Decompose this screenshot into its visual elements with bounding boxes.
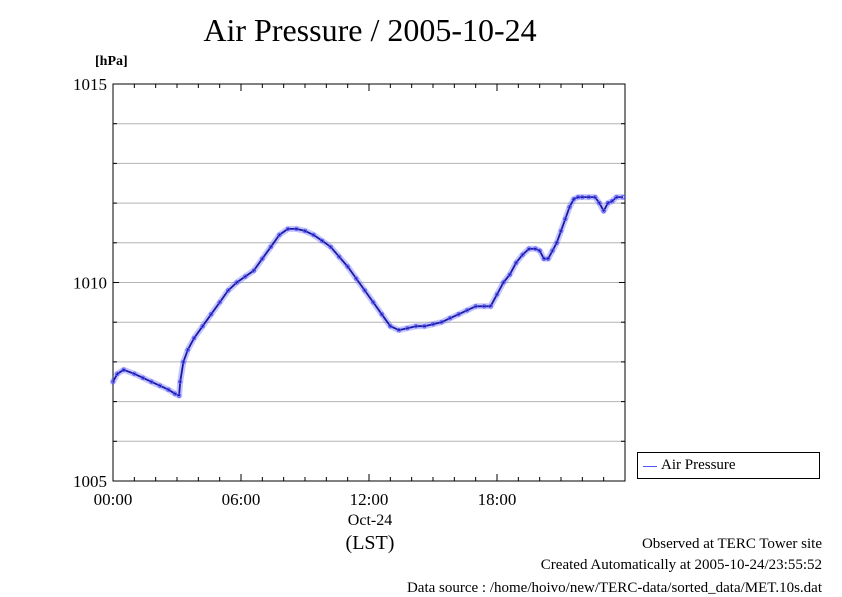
data-point <box>507 272 512 277</box>
data-point <box>526 246 532 251</box>
x-tick-label: 00:00 <box>94 490 133 509</box>
data-point <box>558 228 564 234</box>
data-point <box>580 194 585 200</box>
data-point <box>115 371 120 377</box>
x-date-label: Oct-24 <box>347 512 393 529</box>
data-point <box>177 379 183 384</box>
data-point <box>328 244 333 249</box>
y-tick-label: 1015 <box>73 75 107 94</box>
x-tick-label: 06:00 <box>222 490 261 509</box>
data-point <box>610 198 615 204</box>
data-point <box>302 228 308 234</box>
data-point <box>482 304 487 309</box>
data-point <box>268 244 274 249</box>
data-point <box>251 268 256 273</box>
data-point <box>456 312 461 317</box>
data-point <box>140 375 146 380</box>
data-point <box>149 379 154 384</box>
data-point <box>176 393 182 398</box>
data-point <box>514 260 519 265</box>
data-point <box>172 391 178 396</box>
x-timezone-label: (LST) <box>345 532 395 554</box>
data-point <box>533 246 538 251</box>
data-point <box>225 288 231 293</box>
data-point <box>311 232 316 238</box>
data-point <box>597 200 602 206</box>
source-note: Data source : /home/hoivo/new/TERC-data/… <box>406 580 822 596</box>
data-point <box>439 320 444 325</box>
data-point <box>157 383 163 388</box>
data-point <box>166 387 171 392</box>
axes: 1005 1010 1015 00:00 06:00 12:00 18:00 <box>73 75 626 509</box>
data-point <box>277 232 282 238</box>
data-point <box>132 371 137 377</box>
x-tick-label: 12:00 <box>350 490 389 509</box>
data-point <box>422 323 427 329</box>
data-point <box>191 335 197 341</box>
data-point <box>571 196 576 202</box>
data-point <box>473 304 478 309</box>
data-point <box>464 308 470 313</box>
data-point <box>362 288 367 293</box>
data-point <box>354 276 359 281</box>
data-point <box>488 304 493 309</box>
data-point <box>181 359 186 365</box>
data-point <box>605 200 611 206</box>
x-tick-label: 18:00 <box>478 490 517 509</box>
data-point <box>563 216 568 222</box>
data-point <box>200 323 205 329</box>
data-point <box>336 254 342 259</box>
data-point <box>121 367 126 373</box>
data-point <box>601 208 606 214</box>
data-point <box>243 274 248 279</box>
data-point <box>575 194 581 200</box>
data-point <box>614 194 619 200</box>
series-line <box>112 196 623 397</box>
data-point <box>586 194 591 200</box>
legend-label: Air Pressure <box>661 457 736 473</box>
legend: Air Pressure <box>637 452 820 479</box>
data-point <box>501 280 506 285</box>
data-point <box>537 248 542 253</box>
data-point <box>379 312 384 317</box>
y-tick-label: 1010 <box>73 274 107 293</box>
chart-title: Air Pressure / 2005-10-24 <box>203 12 537 48</box>
data-point <box>430 321 436 327</box>
legend-swatch <box>643 466 657 467</box>
data-point <box>208 312 214 317</box>
data-point <box>550 248 555 253</box>
data-point <box>185 347 190 353</box>
data-point <box>285 226 291 232</box>
data-point <box>520 252 525 257</box>
data-point <box>494 292 500 297</box>
created-note: Created Automatically at 2005-10-24/23:5… <box>540 557 822 573</box>
y-axis-unit: [hPa] <box>95 54 128 69</box>
series-group <box>110 194 626 399</box>
data-point <box>319 238 325 244</box>
data-point <box>541 256 547 261</box>
grid-lines <box>113 123 625 442</box>
data-point <box>405 325 410 331</box>
data-point <box>110 379 116 384</box>
y-tick-label: 1005 <box>73 472 107 491</box>
data-point <box>260 256 265 261</box>
data-point <box>413 323 419 329</box>
data-point <box>294 226 299 232</box>
data-point <box>217 300 222 305</box>
data-point <box>554 240 559 245</box>
data-point <box>396 327 402 333</box>
observed-note: Observed at TERC Tower site <box>641 536 822 552</box>
data-point <box>388 323 393 329</box>
data-point <box>567 204 572 210</box>
data-point <box>447 316 453 321</box>
data-point <box>234 280 239 285</box>
data-point <box>592 194 598 200</box>
data-point <box>345 264 350 269</box>
data-point <box>620 194 626 200</box>
data-point <box>371 300 376 305</box>
data-point <box>546 256 551 261</box>
